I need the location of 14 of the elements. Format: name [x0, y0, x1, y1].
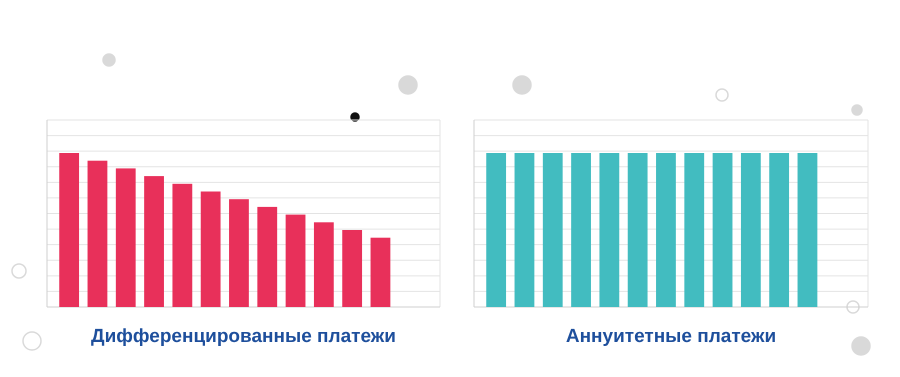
- bar: [172, 184, 192, 307]
- bar: [116, 168, 136, 307]
- bar: [314, 222, 334, 307]
- bar: [200, 192, 221, 307]
- bar: [257, 206, 278, 307]
- text: Аннуитетные платежи: [566, 326, 776, 347]
- bar: [59, 153, 80, 307]
- bar: [342, 230, 362, 307]
- bar: [286, 214, 306, 307]
- bar: [144, 176, 164, 307]
- bar: [229, 199, 249, 307]
- bar: [88, 160, 108, 307]
- text: Дифференцированные платежи: [91, 326, 396, 347]
- bar: [370, 238, 390, 307]
